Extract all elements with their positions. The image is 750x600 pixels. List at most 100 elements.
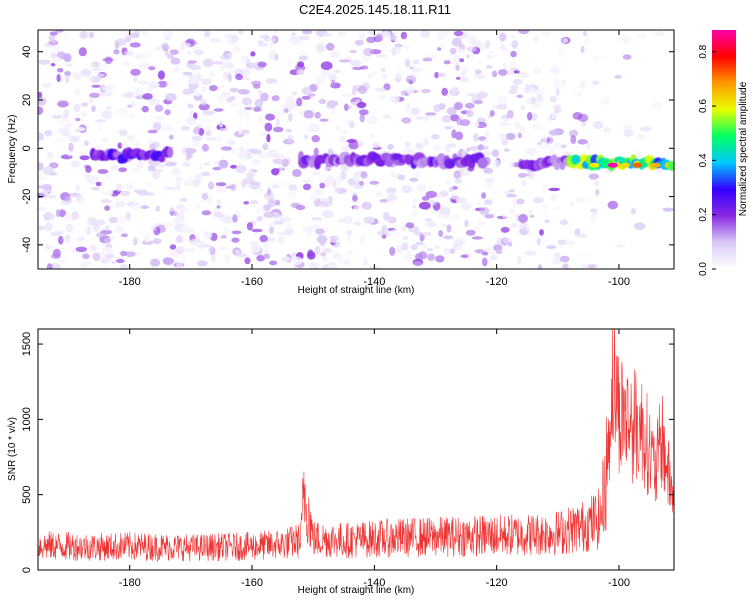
noise-blob [411,67,423,73]
noise-blob [202,58,214,67]
noise-blob [528,209,533,215]
noise-blob [125,183,134,190]
noise-blob [524,225,531,232]
noise-blob [517,172,527,178]
noise-blob [662,207,674,212]
noise-blob [134,53,144,59]
noise-blob [200,171,211,177]
noise-blob [356,101,367,109]
noise-blob [453,170,461,179]
noise-blob [424,217,433,222]
noise-blob [274,53,279,61]
noise-blob [130,168,140,172]
noise-blob [91,67,102,72]
noise-blob [226,53,233,57]
noise-blob [219,159,229,169]
noise-blob [548,129,560,136]
noise-blob [249,181,261,190]
noise-blob [269,226,275,235]
noise-blob [111,260,116,265]
noise-blob [456,48,467,52]
noise-blob [141,240,154,245]
noise-blob [203,125,212,132]
noise-blob [113,49,120,55]
noise-blob [306,231,313,238]
noise-blob [415,241,424,246]
noise-blob [100,199,112,204]
noise-blob [231,230,242,235]
noise-blob [407,113,417,118]
noise-blob [263,241,269,248]
noise-blob [200,98,208,106]
noise-blob [124,251,136,257]
noise-blob [428,53,438,59]
noise-blob [179,224,192,234]
noise-blob [143,233,149,242]
noise-blob [363,216,375,224]
noise-blob [352,87,357,96]
noise-blob [500,262,506,269]
noise-blob [484,214,495,219]
noise-blob [187,78,199,85]
noise-blob [633,222,646,231]
noise-blob [38,207,47,211]
noise-blob [466,229,476,236]
noise-blob [322,264,328,269]
noise-blob [80,260,92,267]
noise-blob [492,70,498,78]
noise-blob [421,196,430,201]
noise-blob [343,259,350,265]
y-tick-label: -40 [21,237,33,253]
noise-blob [338,59,351,63]
noise-blob [38,225,45,231]
noise-blob [329,51,341,59]
noise-blob [359,113,365,123]
x-tick-label: -160 [241,276,263,288]
noise-blob [229,103,239,107]
noise-blob [498,133,508,141]
noise-blob [70,160,81,168]
noise-blob [258,42,269,47]
noise-blob [326,261,338,269]
noise-blob [71,211,80,221]
noise-blob [390,46,402,55]
noise-blob [382,73,388,80]
noise-blob [218,246,229,251]
noise-blob [148,97,160,106]
noise-blob [376,54,387,58]
noise-blob [352,222,363,226]
noise-blob [439,207,451,215]
noise-blob [315,76,325,83]
noise-blob [266,133,271,143]
y-tick-label: 1500 [21,332,33,356]
noise-blob [46,263,53,269]
noise-blob [252,159,261,166]
noise-blob [403,45,410,50]
noise-blob [404,58,411,68]
noise-blob [444,179,452,185]
noise-blob [213,211,224,218]
noise-blob [134,251,144,256]
noise-blob [456,117,463,126]
noise-blob [162,30,175,38]
noise-blob [50,231,62,237]
noise-blob [451,37,462,47]
noise-blob [284,96,296,105]
noise-blob [175,246,185,255]
noise-blob [189,64,201,71]
noise-blob [314,246,321,255]
noise-blob [453,102,463,111]
noise-blob [455,197,467,204]
noise-blob [146,181,153,188]
noise-blob [483,167,494,174]
noise-blob [163,186,176,191]
noise-blob [321,200,329,207]
noise-blob [75,246,88,252]
noise-blob [281,158,289,168]
noise-blob [179,198,188,202]
y-tick-label: 0 [21,567,33,573]
noise-blob [308,261,319,269]
y-tick-label: 20 [21,94,33,106]
noise-blob [307,93,316,97]
noise-blob [91,186,100,191]
